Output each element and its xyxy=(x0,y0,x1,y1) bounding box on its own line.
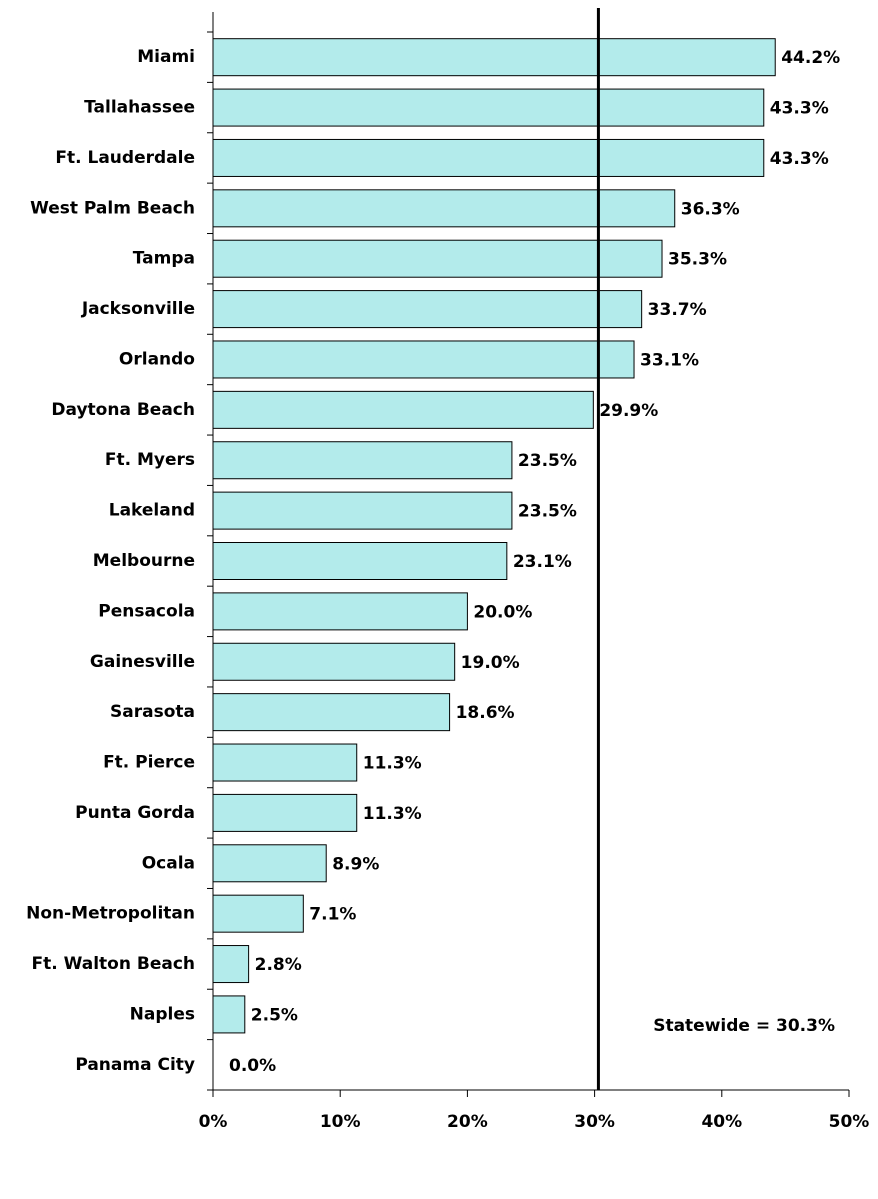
bar xyxy=(212,894,304,933)
data-label: 43.3% xyxy=(770,99,829,119)
x-tick-label: 20% xyxy=(447,1112,488,1132)
x-tick-label: 10% xyxy=(320,1112,361,1132)
y-tick-label: Ft. Walton Beach xyxy=(31,954,195,974)
x-tick-label: 0% xyxy=(199,1112,228,1132)
y-tick-label: Lakeland xyxy=(109,501,195,521)
y-tick-label: Tampa xyxy=(133,249,195,269)
bar xyxy=(212,441,513,480)
y-tick-label: Ft. Pierce xyxy=(103,753,195,773)
bar xyxy=(212,290,643,329)
bar xyxy=(212,38,776,77)
bar xyxy=(212,542,508,580)
data-label: 19.0% xyxy=(461,653,520,673)
reference-label: Statewide = 30.3% xyxy=(653,1016,835,1036)
y-tick-label: West Palm Beach xyxy=(30,198,195,218)
bar xyxy=(212,189,676,228)
y-tick-label: Gainesville xyxy=(90,652,195,672)
bar xyxy=(212,793,358,832)
data-label: 33.1% xyxy=(640,350,699,370)
y-tick-label: Pensacola xyxy=(98,601,195,621)
y-tick-label: Miami xyxy=(137,47,195,67)
data-label: 23.5% xyxy=(518,451,577,471)
bar xyxy=(212,642,456,681)
data-label: 35.3% xyxy=(668,250,727,270)
x-tick-label: 40% xyxy=(701,1112,742,1132)
data-label: 23.1% xyxy=(513,552,572,572)
data-label: 43.3% xyxy=(770,149,829,169)
bar xyxy=(212,592,468,631)
bar xyxy=(212,138,765,177)
bar xyxy=(212,844,327,883)
data-label: 44.2% xyxy=(781,48,840,68)
y-tick-label: Tallahassee xyxy=(84,98,195,118)
y-tick-label: Non-Metropolitan xyxy=(26,904,195,924)
y-tick-label: Panama City xyxy=(75,1055,195,1075)
data-label: 11.3% xyxy=(363,804,422,824)
x-tick-label: 30% xyxy=(574,1112,615,1132)
bar xyxy=(212,945,250,984)
data-label: 0.0% xyxy=(229,1056,276,1076)
data-label: 36.3% xyxy=(681,199,740,219)
bar xyxy=(212,491,513,530)
y-tick-label: Naples xyxy=(130,1004,195,1024)
data-label: 8.9% xyxy=(332,854,379,874)
data-label: 11.3% xyxy=(363,754,422,774)
bar xyxy=(212,390,594,429)
data-label: 20.0% xyxy=(473,602,532,622)
bar xyxy=(212,340,635,379)
y-tick-label: Melbourne xyxy=(93,551,195,571)
y-tick-label: Orlando xyxy=(119,349,195,369)
data-label: 18.6% xyxy=(456,703,515,723)
y-tick-label: Ocala xyxy=(142,853,195,873)
bar xyxy=(212,239,663,278)
data-label: 29.9% xyxy=(599,401,658,421)
bar xyxy=(212,693,451,732)
y-tick-label: Punta Gorda xyxy=(75,803,195,823)
bar xyxy=(212,743,358,782)
bar xyxy=(212,995,246,1034)
x-tick-label: 50% xyxy=(829,1112,870,1132)
y-tick-label: Ft. Lauderdale xyxy=(55,148,195,168)
data-label: 33.7% xyxy=(648,300,707,320)
y-tick-label: Daytona Beach xyxy=(51,400,195,420)
data-label: 7.1% xyxy=(309,905,356,925)
bar xyxy=(212,88,765,127)
y-tick-label: Sarasota xyxy=(110,702,195,722)
y-tick-label: Ft. Myers xyxy=(105,450,195,470)
y-tick-label: Jacksonville xyxy=(81,299,195,319)
data-label: 2.5% xyxy=(251,1005,298,1025)
data-label: 2.8% xyxy=(255,955,302,975)
data-label: 23.5% xyxy=(518,502,577,522)
